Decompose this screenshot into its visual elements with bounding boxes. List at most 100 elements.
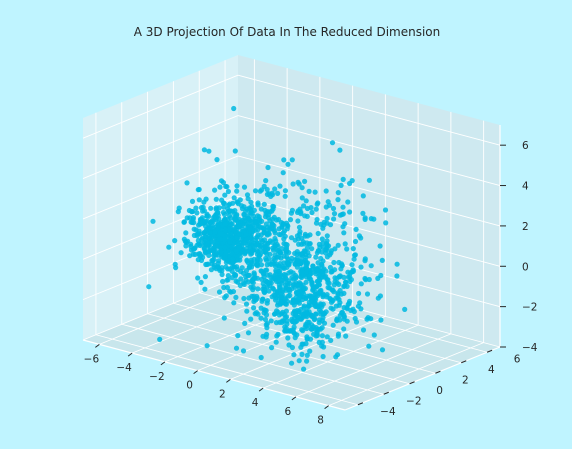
data-point xyxy=(277,184,282,189)
data-point xyxy=(279,225,284,230)
data-point xyxy=(157,337,162,342)
data-point xyxy=(254,235,259,240)
data-point xyxy=(292,251,297,256)
data-point xyxy=(324,204,329,209)
data-point xyxy=(249,204,254,209)
data-point xyxy=(256,202,261,207)
data-point xyxy=(272,244,277,249)
x-tick-mark xyxy=(292,397,296,400)
data-point xyxy=(265,192,270,197)
data-point xyxy=(383,220,388,225)
data-point xyxy=(235,199,240,204)
data-point xyxy=(301,342,306,347)
data-point xyxy=(331,323,336,328)
data-point xyxy=(244,207,249,212)
data-point xyxy=(342,221,347,226)
data-point xyxy=(241,348,246,353)
data-point xyxy=(199,205,204,210)
data-point xyxy=(202,246,207,251)
data-point xyxy=(304,359,309,364)
data-point xyxy=(291,311,296,316)
data-point xyxy=(305,233,310,238)
x-tick-label: 8 xyxy=(317,415,324,427)
data-point xyxy=(223,252,228,257)
data-point xyxy=(328,306,333,311)
data-point xyxy=(310,264,315,269)
data-point xyxy=(251,285,256,290)
data-point xyxy=(338,288,343,293)
data-point xyxy=(210,225,215,230)
data-point xyxy=(376,296,381,301)
data-point xyxy=(227,227,232,232)
data-point xyxy=(281,278,286,283)
data-point xyxy=(310,284,315,289)
z-tick-label: 2 xyxy=(522,221,529,233)
data-point xyxy=(234,183,239,188)
data-point xyxy=(183,230,188,235)
x-tick-label: 6 xyxy=(285,406,292,418)
data-point xyxy=(367,178,372,183)
data-point xyxy=(284,302,289,307)
data-point xyxy=(222,234,227,239)
data-point xyxy=(193,252,198,257)
data-point xyxy=(395,262,400,267)
data-point xyxy=(285,335,290,340)
data-point xyxy=(245,192,250,197)
data-point xyxy=(300,315,305,320)
data-point xyxy=(335,352,340,357)
data-point xyxy=(335,197,340,202)
data-point xyxy=(309,296,314,301)
data-point xyxy=(243,250,248,255)
data-point xyxy=(194,210,199,215)
data-point xyxy=(249,278,254,283)
data-point xyxy=(378,243,383,248)
data-point xyxy=(378,317,383,322)
x-tick-mark xyxy=(194,371,198,374)
data-point xyxy=(272,311,277,316)
data-point xyxy=(223,184,228,189)
data-point xyxy=(325,216,330,221)
data-point xyxy=(226,273,231,278)
data-point xyxy=(251,305,256,310)
data-point xyxy=(341,284,346,289)
data-point xyxy=(238,283,243,288)
data-point xyxy=(203,219,208,224)
data-point xyxy=(265,262,270,267)
x-tick-label: −6 xyxy=(84,353,100,365)
data-point xyxy=(243,238,248,243)
data-point xyxy=(308,337,313,342)
data-point xyxy=(264,332,269,337)
data-point xyxy=(357,233,362,238)
data-point xyxy=(263,278,268,283)
data-point xyxy=(185,239,190,244)
data-point xyxy=(324,309,329,314)
data-point xyxy=(320,236,325,241)
data-point xyxy=(394,273,399,278)
data-point xyxy=(229,251,234,256)
data-point xyxy=(327,285,332,290)
data-point xyxy=(209,267,214,272)
data-point xyxy=(285,260,290,265)
data-point xyxy=(372,332,377,337)
data-point xyxy=(216,265,221,270)
data-point xyxy=(259,269,264,274)
data-point xyxy=(356,291,361,296)
data-point xyxy=(297,358,302,363)
data-point xyxy=(230,265,235,270)
data-point xyxy=(263,256,268,261)
data-point xyxy=(264,221,269,226)
data-point xyxy=(258,247,263,252)
data-point xyxy=(259,262,264,267)
data-point xyxy=(330,140,335,145)
y-tick-label: −2 xyxy=(406,395,421,407)
data-point xyxy=(278,300,283,305)
data-point xyxy=(223,221,228,226)
data-point xyxy=(338,266,343,271)
data-point xyxy=(206,149,211,154)
data-point xyxy=(311,324,316,329)
data-point xyxy=(328,265,333,270)
data-point xyxy=(295,218,300,223)
data-point xyxy=(184,180,189,185)
data-point xyxy=(316,248,321,253)
data-point xyxy=(318,327,323,332)
